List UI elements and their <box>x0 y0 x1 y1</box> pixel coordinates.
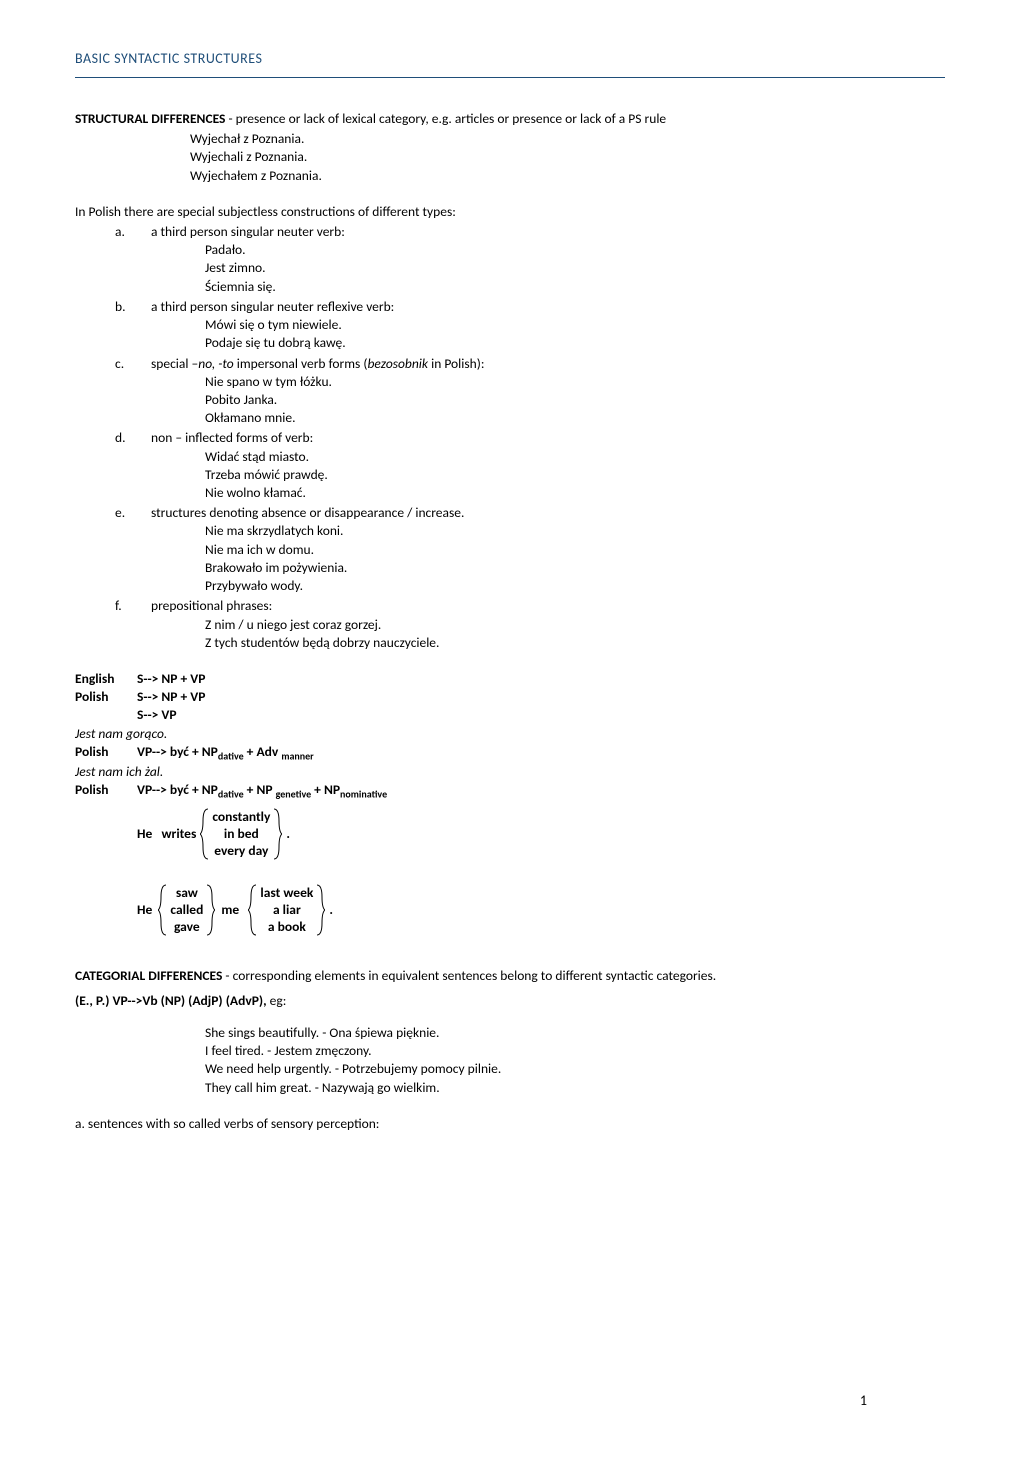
left-brace-icon <box>158 883 168 937</box>
list-letter: a. <box>115 223 151 241</box>
ex: Mówi się o tym niewiele. <box>205 316 945 334</box>
ex: Nie ma ich w domu. <box>205 541 945 559</box>
list-label: non – inflected forms of verb: <box>151 429 945 447</box>
brace-mid: me <box>215 901 248 919</box>
ex: Nie spano w tym łóżku. <box>205 373 945 391</box>
list-label: prepositional phrases: <box>151 597 945 615</box>
c-italic2: bezosobnik <box>367 355 428 372</box>
rule-body: VP--> być + NPdative + Adv manner <box>137 743 945 763</box>
ex: Okłamano mnie. <box>205 409 945 427</box>
categorial-diff-title: CATEGORIAL DIFFERENCES - corresponding e… <box>75 967 945 985</box>
right-brace-icon <box>205 883 215 937</box>
rule-example: Jest nam gorąco. <box>75 725 945 743</box>
brace-example-1: He writes constantly in bed every day . <box>137 807 945 861</box>
c-post: impersonal verb forms ( <box>234 355 368 372</box>
list-item-e: e. structures denoting absence or disapp… <box>115 504 945 522</box>
right-brace-icon <box>272 807 282 861</box>
rule-lang: English <box>75 670 137 688</box>
list-letter: e. <box>115 504 151 522</box>
ex: They call him great. - Nazywają go wielk… <box>205 1079 945 1097</box>
ex: She sings beautifully. - Ona śpiewa pięk… <box>205 1024 945 1042</box>
list-item-a: a. a third person singular neuter verb: <box>115 223 945 241</box>
sd-rest: - presence or lack of lexical category, … <box>225 110 666 127</box>
ex: Padało. <box>205 241 945 259</box>
ex: Jest zimno. <box>205 259 945 277</box>
cat-rest: - corresponding elements in equivalent s… <box>222 967 716 984</box>
structural-diff-title: STRUCTURAL DIFFERENCES - presence or lac… <box>75 110 945 128</box>
cat-bold: CATEGORIAL DIFFERENCES <box>75 967 222 984</box>
final-line: a. sentences with so called verbs of sen… <box>75 1115 945 1133</box>
ex: Z nim / u niego jest coraz gorzej. <box>205 616 945 634</box>
rule-body: S--> NP + VP <box>137 688 945 706</box>
rule-lang: Polish <box>75 688 137 706</box>
left-brace-icon <box>200 807 210 861</box>
ex: Widać stąd miasto. <box>205 448 945 466</box>
ex: I feel tired. - Jestem zmęczony. <box>205 1042 945 1060</box>
rule-example: Jest nam ich żal. <box>75 763 945 781</box>
rule-body: S--> NP + VP <box>137 670 945 688</box>
ex: Z tych studentów będą dobrzy nauczyciele… <box>205 634 945 652</box>
rule-lang: Polish <box>75 781 137 801</box>
c-pre: special – <box>151 355 198 372</box>
page-number: 1 <box>860 1392 867 1411</box>
left-brace-icon <box>248 883 258 937</box>
list-letter: f. <box>115 597 151 615</box>
brace-opt: in bed <box>224 826 259 843</box>
sd-ex2: Wyjechali z Poznania. <box>190 148 945 166</box>
list-item-b: b. a third person singular neuter reflex… <box>115 298 945 316</box>
vp-rest: eg: <box>267 992 287 1009</box>
ex: Ściemnia się. <box>205 278 945 296</box>
list-item-d: d. non – inflected forms of verb: <box>115 429 945 447</box>
ex: Podaje się tu dobrą kawę. <box>205 334 945 352</box>
list-letter: d. <box>115 429 151 447</box>
cat-examples: She sings beautifully. - Ona śpiewa pięk… <box>205 1024 945 1097</box>
ex: Nie wolno kłamać. <box>205 484 945 502</box>
list-label: special –no, -to impersonal verb forms (… <box>151 355 945 373</box>
intro-text: In Polish there are special subjectless … <box>75 203 945 221</box>
rule-body: VP--> być + NPdative + NP genetive + NPn… <box>137 781 945 801</box>
ex: We need help urgently. - Potrzebujemy po… <box>205 1060 945 1078</box>
list-letter: b. <box>115 298 151 316</box>
list-label: a third person singular neuter verb: <box>151 223 945 241</box>
right-brace-icon <box>315 883 325 937</box>
page-header: BASIC SYNTACTIC STRUCTURES <box>75 50 945 78</box>
list-label: a third person singular neuter reflexive… <box>151 298 945 316</box>
rule-body: S--> VP <box>137 706 945 724</box>
list-item-f: f. prepositional phrases: <box>115 597 945 615</box>
sd-bold: STRUCTURAL DIFFERENCES <box>75 110 225 127</box>
c-end: in Polish): <box>428 355 484 372</box>
list-item-c: c. special –no, -to impersonal verb form… <box>115 355 945 373</box>
brace-opt: gave <box>174 919 200 936</box>
c-italic: no, -to <box>198 355 233 372</box>
list-label: structures denoting absence or disappear… <box>151 504 945 522</box>
brace-opt: a liar <box>273 902 301 919</box>
brace-opt: called <box>170 902 203 919</box>
brace-opt: last week <box>260 885 313 902</box>
vp-rule: (E., P.) VP-->Vb (NP) (AdjP) (AdvP), eg: <box>75 992 945 1010</box>
brace-opt: a book <box>268 919 306 936</box>
brace-post: . <box>329 901 333 919</box>
rules-block: English S--> NP + VP Polish S--> NP + VP… <box>75 670 945 801</box>
ex: Pobito Janka. <box>205 391 945 409</box>
rule-lang: Polish <box>75 743 137 763</box>
brace-pre: He <box>137 901 158 919</box>
ex: Przybywało wody. <box>205 577 945 595</box>
ex: Brakowało im pożywienia. <box>205 559 945 577</box>
ex: Trzeba mówić prawdę. <box>205 466 945 484</box>
sd-ex1: Wyjechał z Poznania. <box>190 130 945 148</box>
brace-pre: He writes <box>137 825 196 843</box>
brace-opt: every day <box>214 843 268 860</box>
ex: Nie ma skrzydlatych koni. <box>205 522 945 540</box>
brace-post: . <box>286 825 290 843</box>
vp-bold: (E., P.) VP-->Vb (NP) (AdjP) (AdvP), <box>75 992 267 1009</box>
sd-ex3: Wyjechałem z Poznania. <box>190 167 945 185</box>
brace-opt: constantly <box>212 809 270 826</box>
brace-opt: saw <box>176 885 198 902</box>
list-letter: c. <box>115 355 151 373</box>
brace-example-2: He saw called gave me last week a liar a… <box>137 883 945 937</box>
